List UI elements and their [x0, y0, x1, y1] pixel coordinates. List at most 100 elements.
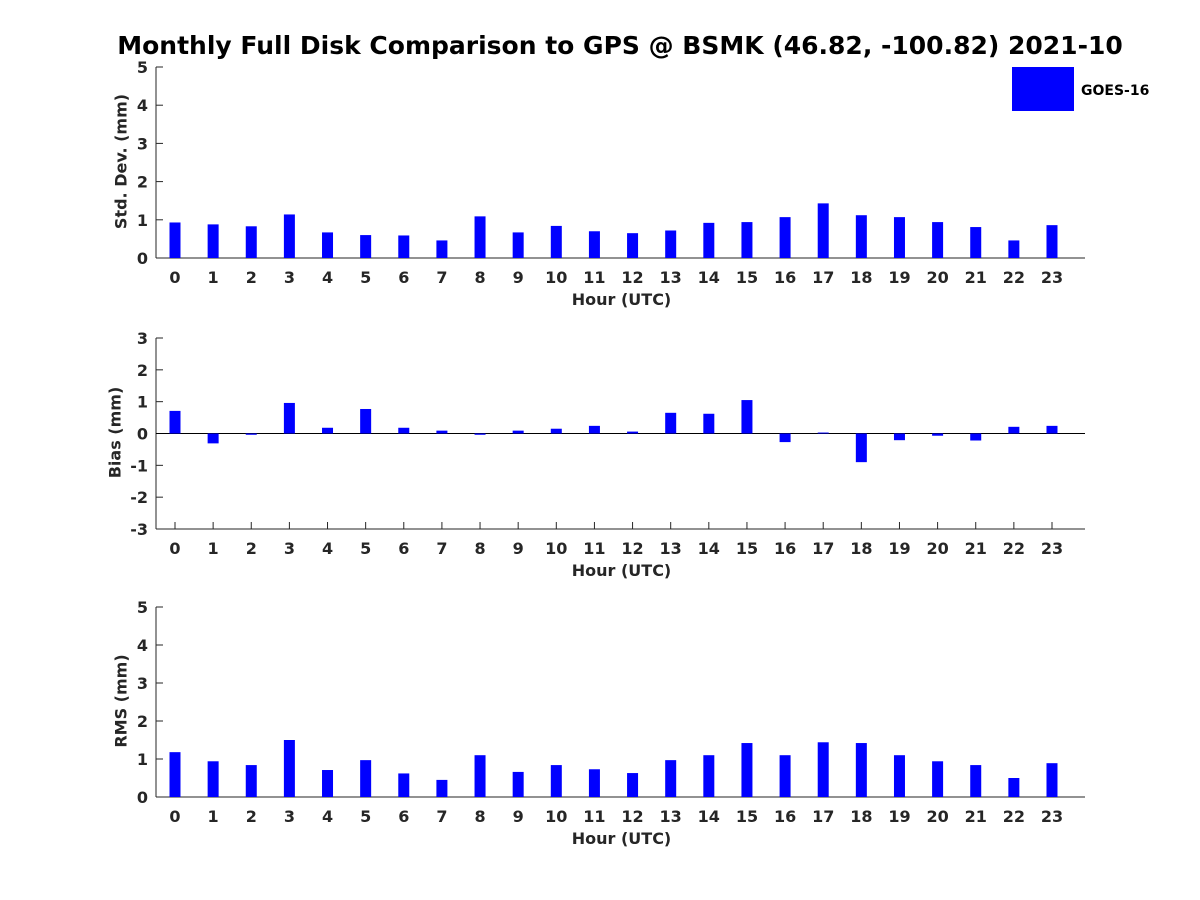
- x-tick-label: 0: [169, 268, 180, 287]
- x-tick-label: 21: [965, 268, 987, 287]
- bar-18: [855, 433, 867, 463]
- bar-5: [360, 408, 372, 434]
- bar-1: [207, 224, 219, 258]
- x-tick-label: 7: [436, 268, 447, 287]
- bar-8: [474, 216, 486, 258]
- x-tick-label: 22: [1003, 268, 1025, 287]
- bar-15: [741, 743, 753, 797]
- bar-20: [932, 761, 944, 797]
- x-tick-label: 16: [774, 268, 796, 287]
- y-tick-label: 2: [137, 173, 148, 192]
- y-tick-label: 3: [137, 329, 148, 348]
- x-tick-label: 8: [474, 268, 485, 287]
- x-tick-label: 3: [284, 539, 295, 558]
- y-tick-label: 5: [137, 58, 148, 77]
- x-tick-label: 11: [583, 807, 605, 826]
- bar-0: [169, 222, 181, 258]
- bar-11: [588, 425, 600, 434]
- y-axis-label: Bias (mm): [106, 387, 125, 479]
- bar-20: [932, 222, 944, 258]
- bar-20: [932, 433, 944, 436]
- bar-19: [893, 755, 905, 797]
- x-tick-label: 5: [360, 807, 371, 826]
- y-tick-label: 4: [137, 96, 148, 115]
- x-tick-label: 0: [169, 807, 180, 826]
- bar-9: [512, 771, 524, 797]
- bar-14: [703, 755, 715, 797]
- bar-1: [207, 433, 219, 444]
- legend-swatch-goes-16: [1012, 67, 1074, 111]
- x-tick-label: 10: [545, 539, 567, 558]
- x-tick-label: 17: [812, 539, 834, 558]
- y-tick-label: -1: [130, 456, 148, 475]
- x-tick-label: 20: [926, 539, 948, 558]
- x-tick-label: 6: [398, 807, 409, 826]
- x-tick-label: 17: [812, 807, 834, 826]
- bar-7: [436, 430, 448, 434]
- bar-13: [665, 760, 677, 797]
- bar-22: [1008, 426, 1020, 434]
- x-tick-label: 14: [698, 807, 720, 826]
- y-tick-label: 1: [137, 211, 148, 230]
- bar-6: [398, 235, 410, 258]
- x-tick-label: 23: [1041, 539, 1063, 558]
- y-tick-label: 5: [137, 598, 148, 617]
- y-tick-label: 4: [137, 636, 148, 655]
- x-tick-label: 13: [660, 539, 682, 558]
- bar-4: [322, 770, 334, 797]
- x-tick-label: 9: [513, 268, 524, 287]
- x-tick-label: 20: [926, 268, 948, 287]
- x-tick-label: 21: [965, 807, 987, 826]
- bar-6: [398, 773, 410, 797]
- bar-17: [817, 432, 829, 434]
- bar-22: [1008, 240, 1020, 258]
- bar-2: [245, 433, 257, 435]
- bar-0: [169, 752, 181, 797]
- x-tick-label: 13: [660, 268, 682, 287]
- y-tick-label: 1: [137, 393, 148, 412]
- bar-17: [817, 203, 829, 258]
- bar-8: [474, 755, 486, 797]
- y-tick-label: 2: [137, 712, 148, 731]
- bar-15: [741, 222, 753, 258]
- x-tick-label: 9: [513, 807, 524, 826]
- bar-18: [855, 215, 867, 258]
- bar-15: [741, 400, 753, 434]
- bar-3: [283, 740, 295, 797]
- bar-16: [779, 217, 791, 258]
- bar-23: [1046, 763, 1058, 797]
- x-tick-label: 1: [208, 807, 219, 826]
- x-tick-label: 11: [583, 268, 605, 287]
- bar-2: [245, 765, 257, 797]
- bar-16: [779, 433, 791, 443]
- x-tick-label: 19: [888, 807, 910, 826]
- bar-4: [322, 427, 334, 434]
- x-tick-label: 22: [1003, 539, 1025, 558]
- x-tick-label: 4: [322, 268, 333, 287]
- bar-14: [703, 222, 715, 258]
- x-tick-label: 14: [698, 539, 720, 558]
- bar-21: [970, 227, 982, 258]
- bar-10: [550, 225, 562, 258]
- bar-23: [1046, 225, 1058, 258]
- bar-5: [360, 760, 372, 797]
- x-tick-label: 1: [208, 539, 219, 558]
- x-tick-label: 12: [621, 539, 643, 558]
- x-tick-label: 6: [398, 268, 409, 287]
- bar-22: [1008, 778, 1020, 797]
- y-tick-label: -2: [130, 488, 148, 507]
- bar-7: [436, 779, 448, 797]
- x-tick-label: 2: [246, 807, 257, 826]
- y-axis-label: Std. Dev. (mm): [112, 94, 131, 229]
- x-tick-label: 10: [545, 268, 567, 287]
- x-tick-label: 19: [888, 268, 910, 287]
- x-tick-label: 16: [774, 539, 796, 558]
- x-tick-label: 15: [736, 268, 758, 287]
- x-tick-label: 13: [660, 807, 682, 826]
- bar-11: [588, 769, 600, 797]
